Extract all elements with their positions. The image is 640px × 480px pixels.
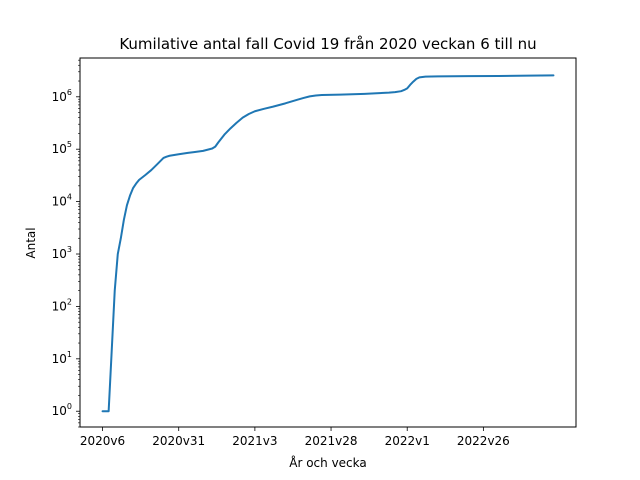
y-tick-exponent: 5 bbox=[67, 140, 72, 149]
y-tick-base: 10 bbox=[52, 195, 67, 209]
y-tick-exponent: 2 bbox=[67, 297, 72, 306]
y-tick-base: 10 bbox=[52, 352, 67, 366]
x-tick-label: 2022v1 bbox=[385, 434, 430, 448]
y-tick-label: 106 bbox=[52, 88, 72, 104]
y-tick-base: 10 bbox=[52, 404, 67, 418]
y-axis-label: Antal bbox=[24, 227, 38, 258]
y-tick-base: 10 bbox=[52, 90, 67, 104]
series-line-kumulativa-fall bbox=[103, 75, 554, 411]
x-tick-label: 2022v26 bbox=[457, 434, 510, 448]
x-tick-label: 2021v3 bbox=[232, 434, 277, 448]
chart-title: Kumilative antal fall Covid 19 från 2020… bbox=[119, 35, 536, 53]
y-tick-label: 101 bbox=[52, 350, 72, 366]
x-tick-label: 2020v6 bbox=[80, 434, 125, 448]
y-tick-base: 10 bbox=[52, 299, 67, 313]
y-tick-exponent: 0 bbox=[67, 402, 72, 411]
x-tick-label: 2021v28 bbox=[305, 434, 358, 448]
ticks-layer: 2020v6 2020v31 2021v3 2021v28 2022v1 2022v26 1… bbox=[52, 60, 510, 448]
y-tick-exponent: 1 bbox=[67, 350, 72, 359]
x-axis-label: År och vecka bbox=[289, 455, 367, 470]
y-tick-label: 103 bbox=[52, 245, 72, 261]
y-tick-base: 10 bbox=[52, 142, 67, 156]
y-tick-label: 100 bbox=[52, 402, 72, 418]
y-tick-label: 104 bbox=[52, 193, 72, 209]
y-tick-base: 10 bbox=[52, 247, 67, 261]
x-tick-label: 2020v31 bbox=[152, 434, 205, 448]
y-tick-label: 105 bbox=[52, 140, 72, 156]
plot-frame bbox=[80, 58, 576, 427]
y-tick-label: 102 bbox=[52, 297, 72, 313]
y-tick-exponent: 6 bbox=[67, 88, 72, 97]
y-tick-exponent: 4 bbox=[67, 193, 72, 202]
y-tick-exponent: 3 bbox=[67, 245, 72, 254]
